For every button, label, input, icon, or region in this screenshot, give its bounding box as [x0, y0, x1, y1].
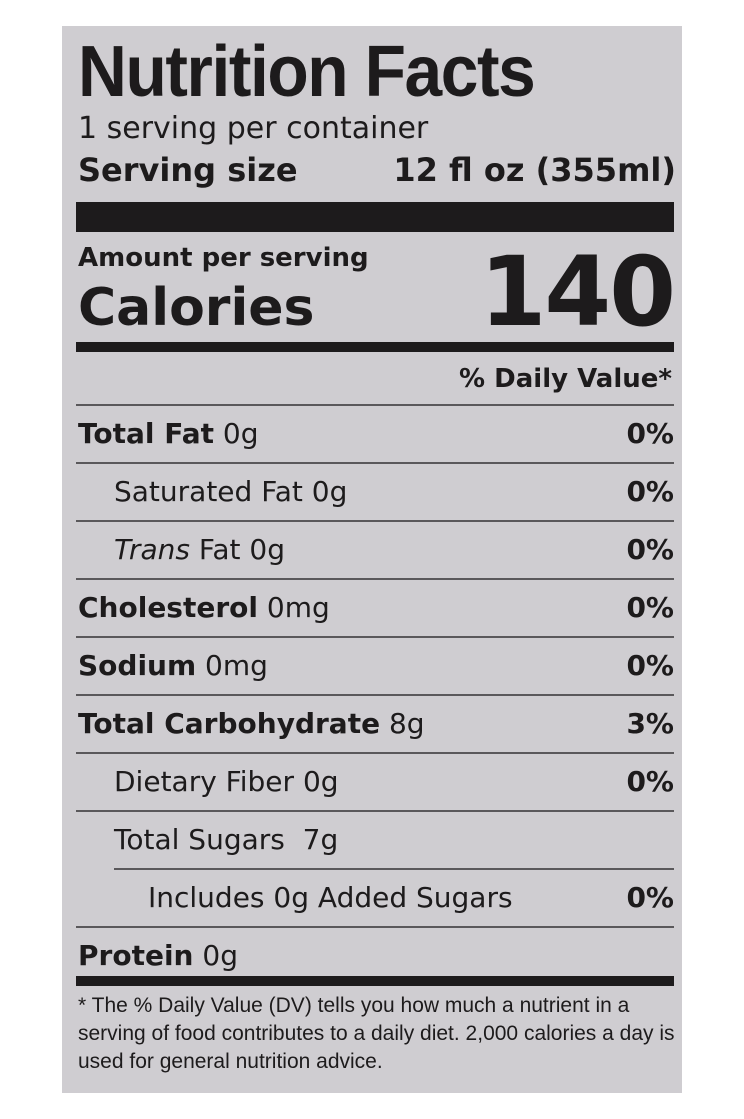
nutrient-row-total-fat: Total Fat 0g 0%: [76, 404, 674, 462]
calories-value: 140: [479, 236, 676, 348]
nutrient-row-protein: Protein 0g: [76, 926, 674, 984]
nutrient-name: Trans Fat 0g: [114, 522, 285, 578]
nutrient-amount: 0mg: [196, 649, 268, 682]
nutrient-row-added-sugars: Includes 0g Added Sugars 0%: [114, 868, 674, 926]
nutrient-name: Protein 0g: [78, 928, 238, 984]
nutrient-dv: 0%: [626, 533, 674, 566]
nutrient-amount: 0mg: [258, 591, 330, 624]
nutrient-row-sodium: Sodium 0mg 0%: [76, 636, 674, 694]
nutrient-name: Total Fat 0g: [78, 406, 259, 462]
nutrient-dv: 0%: [626, 591, 674, 624]
nutrient-dv: 0%: [626, 475, 674, 508]
daily-value-header: % Daily Value*: [459, 364, 672, 394]
nutrient-label: Sodium: [78, 649, 197, 682]
nutrient-amount: 0g: [214, 417, 259, 450]
serving-size-value: 12 fl oz (355ml): [393, 151, 676, 189]
nutrient-name: Total Sugars 7g: [114, 823, 339, 856]
nutrient-label: Total Fat: [78, 417, 215, 450]
nutrient-name: Includes 0g Added Sugars: [148, 881, 513, 914]
nutrient-name: Cholesterol 0mg: [78, 580, 330, 636]
nutrient-row-saturated-fat: Saturated Fat 0g 0%: [76, 462, 674, 520]
nutrient-row-dietary-fiber: Dietary Fiber 0g 0%: [76, 752, 674, 810]
nutrient-dv: 0%: [626, 649, 674, 682]
nutrient-label: Cholesterol: [78, 591, 258, 624]
calories-label: Calories: [78, 278, 315, 338]
nutrient-dv: 0%: [626, 765, 674, 798]
nutrient-name: Dietary Fiber 0g: [114, 765, 339, 798]
nutrient-dv: 3%: [626, 707, 674, 740]
nutrient-amount: 8g: [380, 707, 425, 740]
nutrient-dv: 0%: [626, 417, 674, 450]
nutrient-label: Total Carbohydrate: [78, 707, 381, 740]
nutrient-label: Protein: [78, 939, 194, 972]
medium-divider: [76, 342, 674, 352]
nutrient-table: Total Fat 0g 0% Saturated Fat 0g 0% Tran…: [76, 404, 674, 984]
serving-size-label: Serving size: [78, 151, 298, 189]
nutrient-name: Saturated Fat 0g: [114, 475, 348, 508]
nutrient-name: Total Carbohydrate 8g: [78, 696, 425, 752]
nutrient-amount: 0g: [193, 939, 238, 972]
label-title: Nutrition Facts: [78, 32, 536, 112]
nutrient-row-trans-fat: Trans Fat 0g 0%: [76, 520, 674, 578]
amount-per-serving: Amount per serving: [78, 243, 369, 273]
nutrient-italic-prefix: Trans: [114, 533, 190, 566]
nutrient-dv: 0%: [626, 881, 674, 914]
bottom-divider: [76, 976, 674, 986]
nutrient-row-total-carbohydrate: Total Carbohydrate 8g 3%: [76, 694, 674, 752]
nutrient-name: Sodium 0mg: [78, 638, 268, 694]
nutrient-label: Fat 0g: [189, 533, 285, 566]
nutrient-row-total-sugars: Total Sugars 7g: [76, 810, 674, 868]
thick-divider: [76, 202, 674, 232]
nutrient-row-cholesterol: Cholesterol 0mg 0%: [76, 578, 674, 636]
serving-size-row: Serving size 12 fl oz (355ml): [76, 150, 676, 190]
daily-value-footnote: * The % Daily Value (DV) tells you how m…: [78, 994, 675, 1073]
servings-per-container: 1 serving per container: [78, 111, 429, 146]
